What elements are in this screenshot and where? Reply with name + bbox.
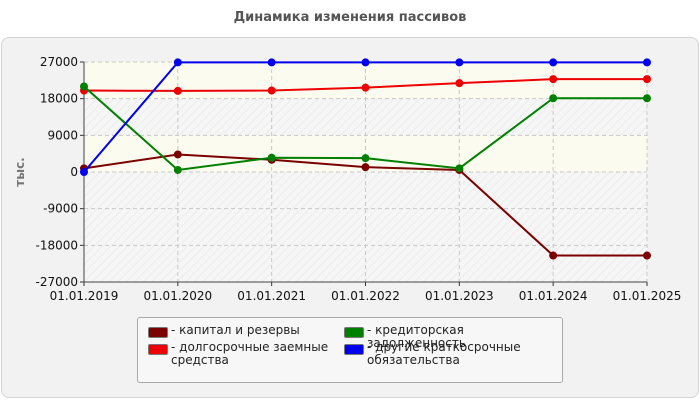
data-point <box>549 75 558 84</box>
legend-swatch <box>148 344 168 355</box>
x-tick-label: 01.01.2021 <box>237 289 306 303</box>
legend-item: - долгосрочные заемные средства <box>148 341 328 367</box>
y-tick-label: -18000 <box>35 238 78 252</box>
data-point <box>173 165 182 174</box>
legend-label: - кредиторская задолженность <box>367 324 562 350</box>
legend-label-line: средства <box>171 353 229 367</box>
data-point <box>80 82 88 91</box>
data-point <box>643 94 651 103</box>
data-point <box>173 58 182 67</box>
data-point <box>361 154 370 163</box>
x-tick-label: 01.01.2022 <box>331 289 400 303</box>
y-tick-label: -9000 <box>43 202 78 216</box>
y-tick-label: 0 <box>70 165 78 179</box>
legend-swatch <box>344 327 364 338</box>
legend-label: - долгосрочные заемные средства <box>171 341 328 367</box>
x-tick-label: 01.01.2025 <box>613 289 682 303</box>
data-point <box>267 58 276 67</box>
data-point <box>643 251 651 260</box>
data-point <box>455 164 464 173</box>
data-point <box>643 75 651 84</box>
legend-label-line: - капитал и резервы <box>171 323 300 337</box>
legend-label-line: - долгосрочные заемные <box>171 340 329 354</box>
y-tick-label: 27000 <box>40 55 78 69</box>
data-point <box>80 168 88 176</box>
legend-label: - капитал и резервы <box>171 324 300 337</box>
legend-label-line: - кредиторская задолженность <box>367 323 466 350</box>
data-point <box>549 251 558 260</box>
x-tick-label: 01.01.2019 <box>50 289 119 303</box>
legend-label: - другие краткосрочные обязательства <box>367 341 521 367</box>
data-point <box>361 163 370 172</box>
data-point <box>173 86 182 95</box>
data-point <box>173 150 182 159</box>
legend-swatch <box>344 344 364 355</box>
data-point <box>267 153 276 162</box>
data-point <box>549 94 558 103</box>
chart-legend: - капитал и резервы - кредиторская задолж… <box>137 317 563 383</box>
data-point <box>361 58 370 67</box>
legend-swatch <box>148 327 168 338</box>
data-point <box>361 83 370 92</box>
legend-label-line: - другие краткосрочные <box>367 340 521 354</box>
x-tick-label: 01.01.2020 <box>143 289 212 303</box>
x-tick-label: 01.01.2023 <box>425 289 494 303</box>
data-point <box>455 58 464 67</box>
y-axis-label: тыс. <box>13 157 27 186</box>
x-tick-label: 01.01.2024 <box>519 289 588 303</box>
legend-item: - другие краткосрочные обязательства <box>344 341 521 367</box>
data-point <box>267 86 276 95</box>
y-tick-label: -27000 <box>35 275 78 289</box>
data-point <box>643 58 651 67</box>
data-point <box>455 79 464 88</box>
legend-item: - кредиторская задолженность <box>344 324 562 350</box>
y-tick-label: 9000 <box>47 128 78 142</box>
data-point <box>549 58 558 67</box>
legend-label-line: обязательства <box>367 353 460 367</box>
y-tick-label: 18000 <box>40 92 78 106</box>
legend-item: - капитал и резервы <box>148 324 300 338</box>
chart-title: Динамика изменения пассивов <box>233 10 467 25</box>
